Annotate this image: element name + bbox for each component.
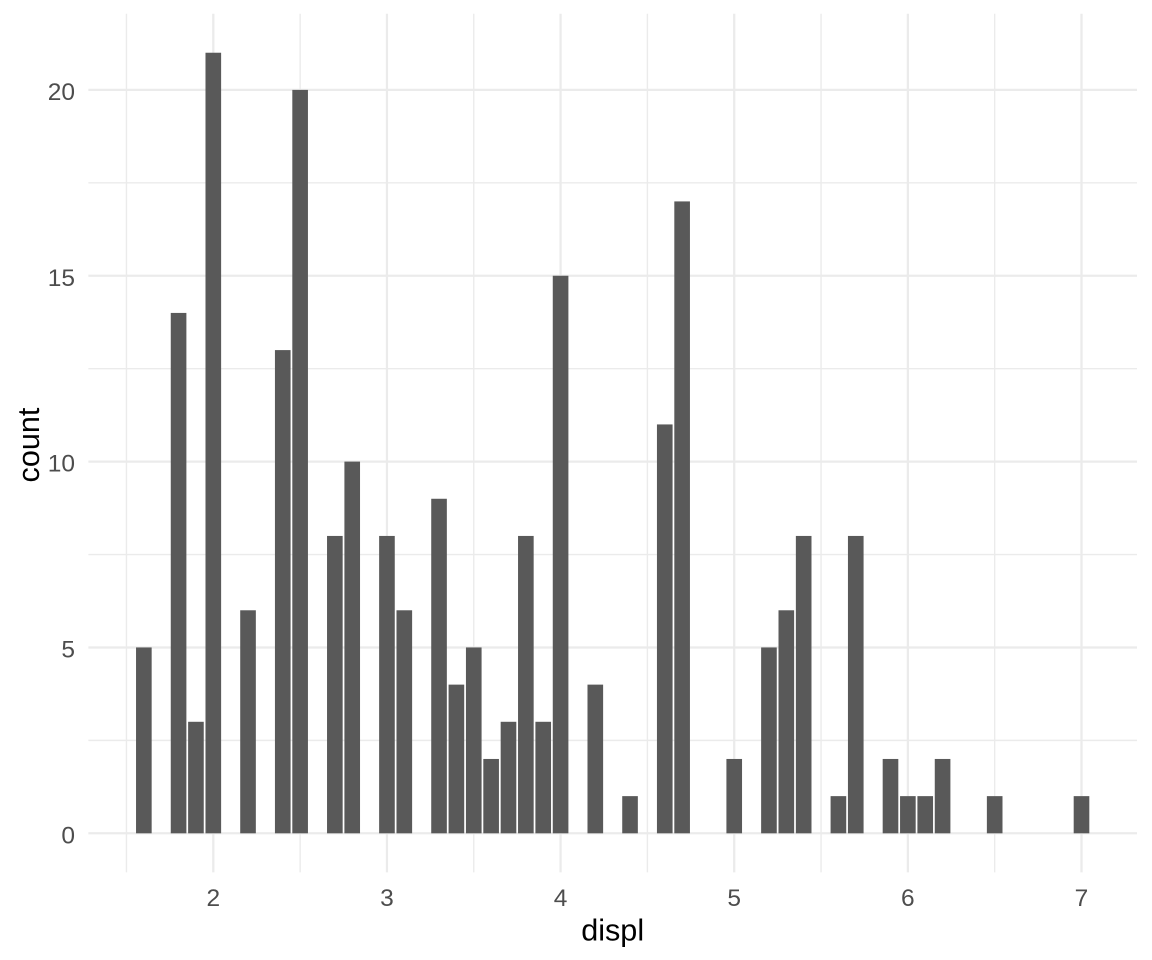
svg-text:15: 15	[48, 265, 75, 292]
svg-text:4: 4	[554, 885, 568, 912]
svg-text:5: 5	[727, 885, 741, 912]
svg-text:count: count	[12, 407, 46, 482]
svg-text:10: 10	[48, 451, 75, 478]
svg-text:0: 0	[61, 822, 75, 849]
svg-text:6: 6	[901, 885, 915, 912]
svg-text:5: 5	[61, 636, 75, 663]
svg-text:3: 3	[380, 885, 394, 912]
svg-text:20: 20	[48, 79, 75, 106]
svg-text:7: 7	[1075, 885, 1089, 912]
svg-text:displ: displ	[581, 914, 644, 948]
svg-text:2: 2	[206, 885, 220, 912]
